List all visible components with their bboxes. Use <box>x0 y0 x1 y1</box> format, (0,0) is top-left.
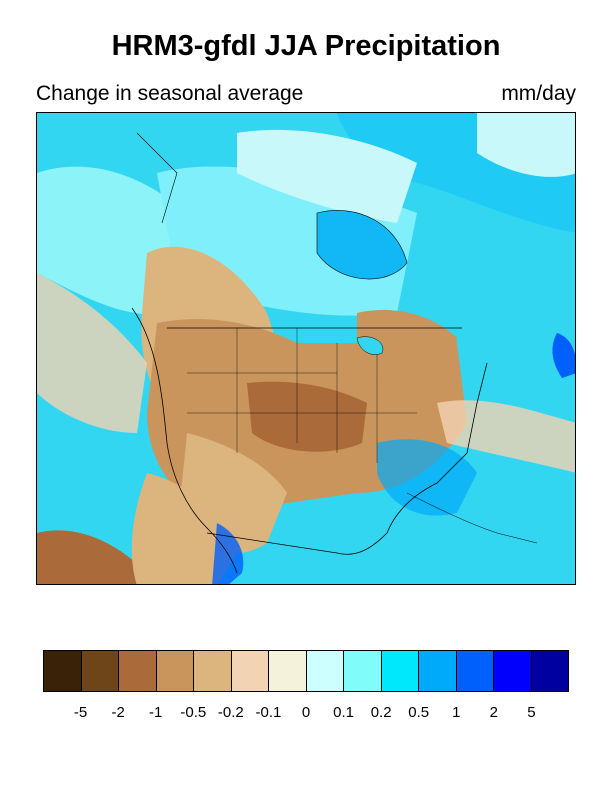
colorbar-tick-label: -0.5 <box>180 704 207 721</box>
colorbar-tick-label: 5 <box>527 704 536 721</box>
colorbar-swatch <box>456 651 494 691</box>
colorbar-tick-labels: -5 -2 -1 -0.5 -0.2 -0.1 0 0.1 0.2 0.5 1 2 5 <box>43 704 569 724</box>
colorbar-tick-label: -5 <box>73 704 88 721</box>
colorbar-tick-label: -0.2 <box>217 704 244 721</box>
colorbar-swatch <box>494 651 532 691</box>
colorbar-swatch <box>419 651 457 691</box>
colorbar-swatch <box>344 651 382 691</box>
colorbar-swatch <box>156 651 194 691</box>
colorbar-tick-label: -1 <box>149 704 163 721</box>
colorbar-swatch <box>306 651 344 691</box>
units-label: mm/day <box>501 82 576 105</box>
colorbar-tick-label: 0.2 <box>370 704 392 721</box>
colorbar-swatch <box>44 651 82 691</box>
colorbar-tick-label: -2 <box>111 704 125 721</box>
colorbar-tick-label: 2 <box>489 704 499 721</box>
colorbar-swatch <box>269 651 307 691</box>
colorbar-tick-label: 0.1 <box>333 704 354 721</box>
colorbar-tick-label: -0.1 <box>255 704 282 721</box>
colorbar-tick-label: 0 <box>301 704 311 721</box>
map-svg <box>37 113 575 584</box>
precipitation-map <box>36 112 576 585</box>
colorbar-swatch <box>381 651 419 691</box>
chart-title: HRM3-gfdl JJA Precipitation <box>111 30 501 62</box>
colorbar-swatch <box>231 651 269 691</box>
colorbar-tick-label: 1 <box>452 704 461 721</box>
colorbar <box>43 650 569 692</box>
colorbar-swatch <box>194 651 232 691</box>
colorbar-swatch <box>531 651 568 691</box>
subtitle-left: Change in seasonal average <box>36 82 304 105</box>
colorbar-tick-label: 0.5 <box>408 704 430 721</box>
colorbar-swatch <box>81 651 119 691</box>
colorbar-swatch <box>119 651 157 691</box>
